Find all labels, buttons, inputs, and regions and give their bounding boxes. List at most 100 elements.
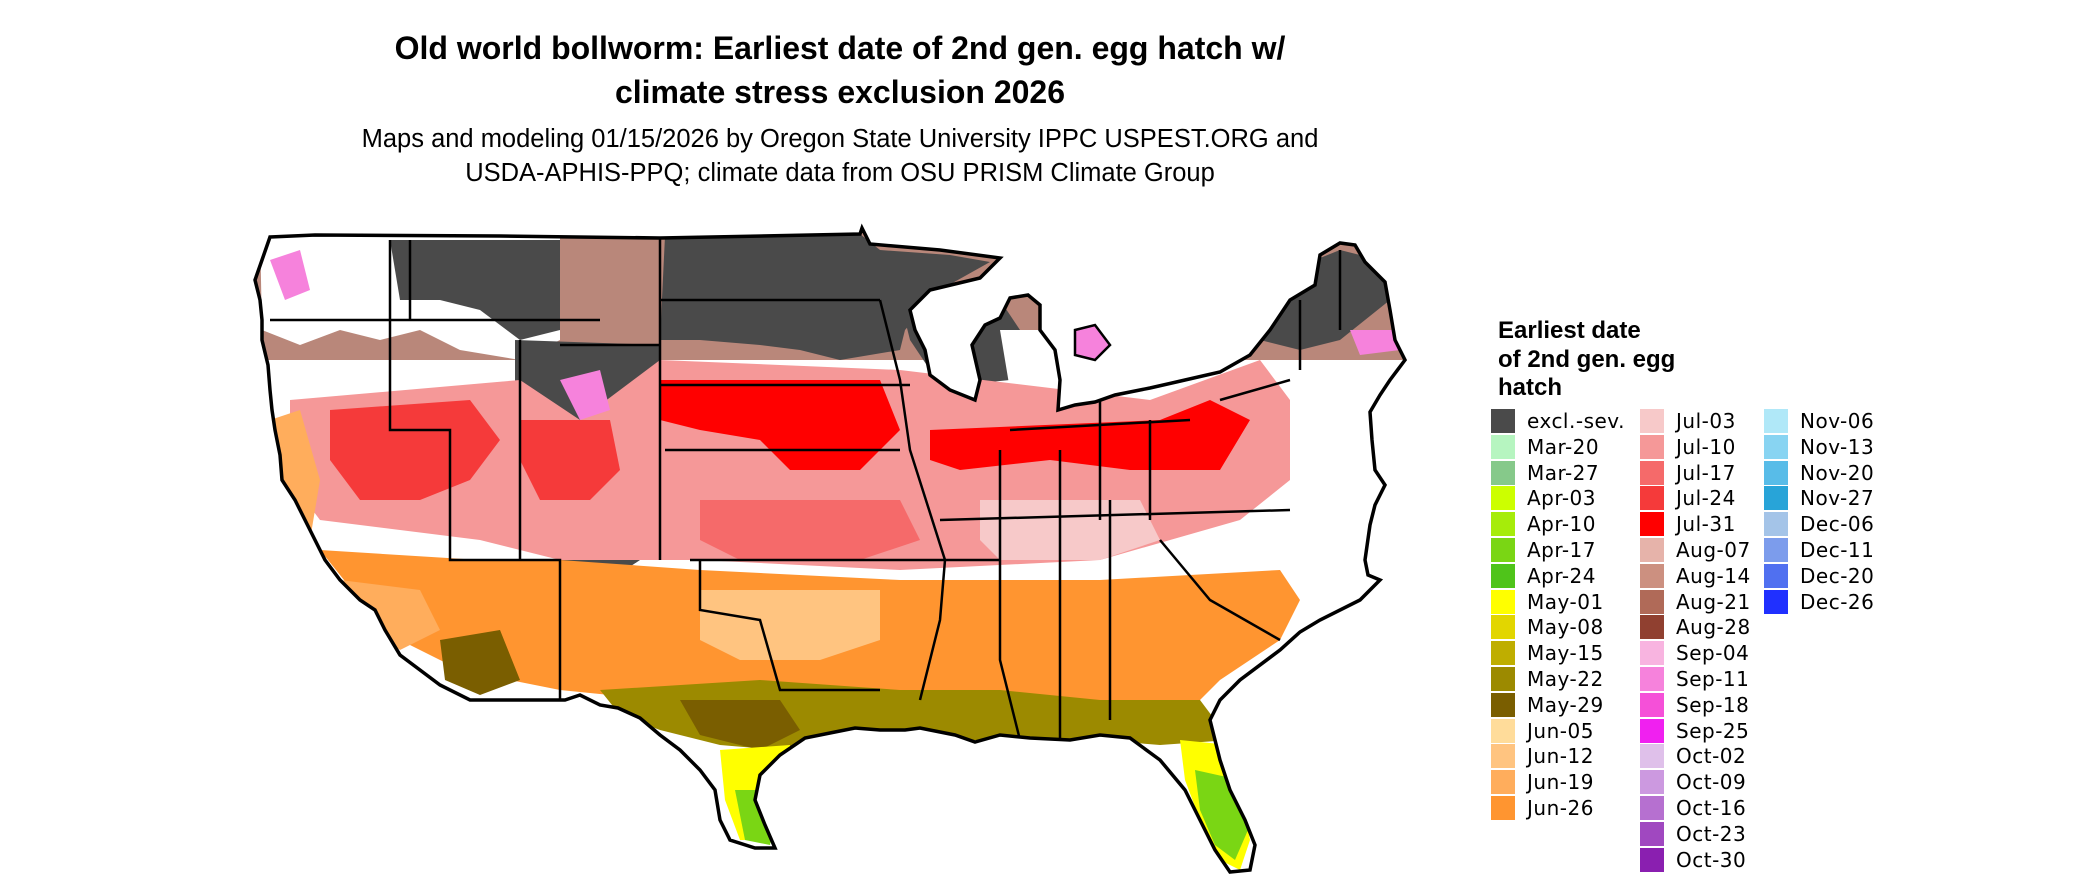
legend-swatch	[1640, 512, 1664, 537]
legend-label: Sep-25	[1676, 718, 1750, 743]
legend-item: May-22	[1491, 667, 1604, 691]
legend-label: excl.-sev.	[1527, 409, 1625, 433]
legend-swatch	[1491, 409, 1515, 433]
legend-swatch	[1764, 512, 1788, 537]
legend-swatch	[1491, 615, 1515, 640]
legend-swatch	[1640, 770, 1664, 795]
legend-label: May-29	[1527, 692, 1604, 717]
legend-swatch	[1491, 667, 1515, 691]
legend-item: May-15	[1491, 641, 1604, 666]
legend-item: Mar-20	[1491, 434, 1600, 459]
legend-label: Aug-21	[1676, 589, 1751, 614]
legend-swatch	[1640, 460, 1664, 485]
map-subtitle-line-1: Maps and modeling 01/15/2026 by Oregon S…	[361, 125, 1319, 153]
legend-label: Mar-27	[1527, 460, 1600, 485]
legend-item: Sep-18	[1640, 692, 1749, 717]
legend-item: Oct-02	[1640, 744, 1747, 769]
legend-swatch	[1764, 409, 1788, 433]
legend-swatch	[1640, 615, 1664, 640]
legend-swatch	[1640, 538, 1664, 562]
legend-swatch	[1491, 770, 1515, 795]
legend-label: Jul-03	[1676, 409, 1736, 433]
legend-swatch	[1764, 460, 1788, 485]
legend-label: May-15	[1527, 641, 1604, 666]
legend-item: May-29	[1491, 692, 1604, 717]
legend-item: Sep-25	[1640, 718, 1750, 743]
legend-label: Nov-13	[1800, 434, 1875, 459]
legend-label: Nov-20	[1800, 460, 1875, 485]
legend-label: Jun-05	[1527, 718, 1594, 743]
legend-label: Jul-24	[1676, 486, 1736, 511]
legend-swatch	[1491, 796, 1515, 820]
legend-swatch	[1764, 563, 1788, 588]
legend-label: Oct-30	[1676, 847, 1747, 872]
legend-label: Dec-06	[1800, 512, 1875, 537]
legend-title-line-2: of 2nd gen. egg	[1498, 345, 1676, 373]
legend-item: Oct-09	[1640, 770, 1747, 795]
legend-item: Apr-17	[1491, 538, 1596, 562]
legend-label: Aug-07	[1676, 538, 1751, 562]
legend-swatch	[1491, 486, 1515, 511]
legend-label: Aug-14	[1676, 563, 1751, 588]
legend-swatch	[1640, 409, 1664, 433]
legend-label: Sep-04	[1676, 641, 1750, 666]
legend-label: Sep-11	[1676, 667, 1750, 691]
legend-item: Aug-07	[1640, 538, 1751, 562]
legend-swatch	[1640, 821, 1664, 846]
legend-item: Dec-11	[1764, 538, 1875, 562]
legend-label: Oct-16	[1676, 796, 1747, 820]
map-subtitle: Maps and modeling 01/15/2026 by Oregon S…	[240, 122, 1440, 190]
legend-swatch	[1640, 486, 1664, 511]
legend-label: Apr-17	[1527, 538, 1596, 562]
legend-item: Oct-30	[1640, 847, 1747, 872]
map-title: Old world bollworm: Earliest date of 2nd…	[240, 26, 1440, 114]
legend-label: Apr-03	[1527, 486, 1596, 511]
legend-title-line-3: hatch	[1498, 374, 1563, 401]
legend-item: Dec-06	[1764, 512, 1875, 537]
legend-label: Jul-17	[1676, 460, 1736, 485]
legend-swatch	[1491, 563, 1515, 588]
legend-label: Aug-28	[1676, 615, 1751, 640]
legend-item: Jul-03	[1640, 409, 1736, 433]
legend-swatch	[1640, 563, 1664, 588]
legend-label: Dec-26	[1800, 589, 1875, 614]
legend-label: Oct-09	[1676, 770, 1747, 795]
legend-item: Mar-27	[1491, 460, 1600, 485]
legend-swatch	[1491, 512, 1515, 537]
legend-label: Dec-20	[1800, 563, 1875, 588]
legend-label: Dec-11	[1800, 538, 1875, 562]
legend-item: Jun-05	[1491, 718, 1594, 743]
map-title-line-1: Old world bollworm: Earliest date of 2nd…	[394, 30, 1286, 66]
legend-label: Jun-26	[1527, 796, 1594, 820]
legend-item: Jul-24	[1640, 486, 1736, 511]
legend-item: Oct-23	[1640, 821, 1746, 846]
legend-swatch	[1491, 718, 1515, 743]
legend-item: Dec-20	[1764, 563, 1875, 588]
legend-item: Apr-24	[1491, 563, 1596, 588]
legend-swatch	[1640, 718, 1664, 743]
legend-label: May-22	[1527, 667, 1604, 691]
legend-label: Apr-10	[1527, 512, 1596, 537]
legend-swatch	[1640, 847, 1664, 872]
legend-item: Jun-12	[1491, 744, 1594, 769]
map-subtitle-line-2: USDA-APHIS-PPQ; climate data from OSU PR…	[465, 159, 1215, 187]
legend-label: Oct-02	[1676, 744, 1747, 769]
legend-item: Jun-19	[1491, 770, 1594, 795]
legend-swatch	[1640, 667, 1664, 691]
legend-item: Sep-11	[1640, 667, 1750, 691]
legend-title-line-1: Earliest date	[1498, 317, 1641, 344]
legend-swatch	[1640, 434, 1664, 459]
legend-label: May-01	[1527, 589, 1604, 614]
legend-swatch	[1491, 538, 1515, 562]
legend-swatch	[1640, 589, 1664, 614]
legend-label: Jul-10	[1676, 434, 1736, 459]
legend-item: Dec-26	[1764, 589, 1875, 614]
legend-label: Jun-19	[1527, 770, 1594, 795]
legend-swatch	[1491, 744, 1515, 769]
legend-item: May-08	[1491, 615, 1604, 640]
legend-label: Mar-20	[1527, 434, 1600, 459]
legend-item: Aug-14	[1640, 563, 1751, 588]
legend-item: excl.-sev.	[1491, 409, 1625, 433]
legend-item: Aug-28	[1640, 615, 1751, 640]
legend-swatch	[1640, 641, 1664, 666]
